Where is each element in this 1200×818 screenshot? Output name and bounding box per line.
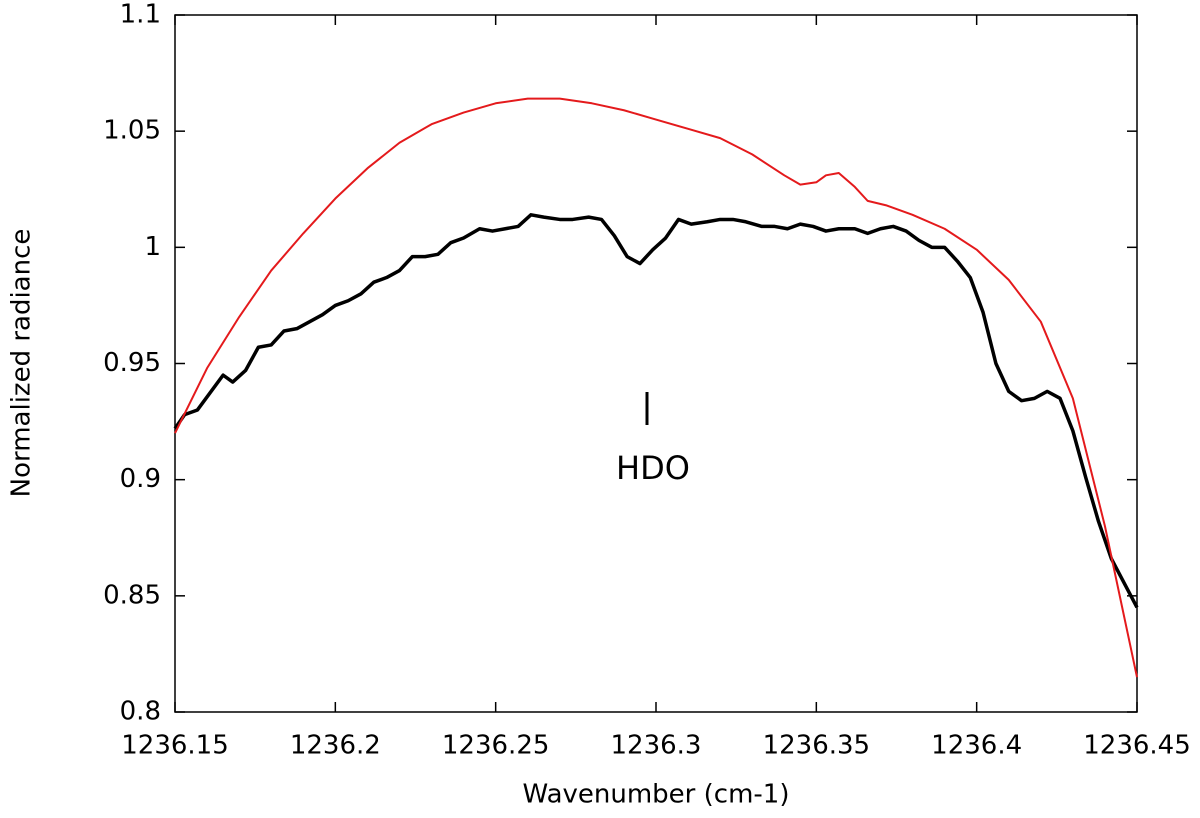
series-line — [173, 213, 1139, 609]
x-tick-label: 1236.3 — [611, 731, 702, 761]
y-tick-label: 1.05 — [103, 116, 161, 146]
x-tick-label: 1236.2 — [290, 731, 381, 761]
x-axis-label: Wavenumber (cm-1) — [523, 780, 790, 810]
x-tick-label: 1236.35 — [763, 731, 871, 761]
annotation: HDO — [616, 449, 690, 487]
series-line — [174, 97, 1138, 678]
y-tick-label: 0.8 — [120, 697, 161, 727]
x-tick-label: 1236.45 — [1083, 731, 1191, 761]
x-tick-label: 1236.4 — [931, 731, 1022, 761]
y-tick-label: 0.9 — [120, 464, 161, 494]
y-axis-label: Normalized radiance — [7, 229, 37, 498]
x-tick-label: 1236.25 — [442, 731, 550, 761]
x-tick-label: 1236.15 — [121, 731, 229, 761]
y-tick-label: 0.95 — [103, 348, 161, 378]
y-tick-label: 1 — [144, 232, 161, 262]
y-tick-label: 0.85 — [103, 580, 161, 610]
y-tick-label: 1.1 — [120, 0, 161, 30]
